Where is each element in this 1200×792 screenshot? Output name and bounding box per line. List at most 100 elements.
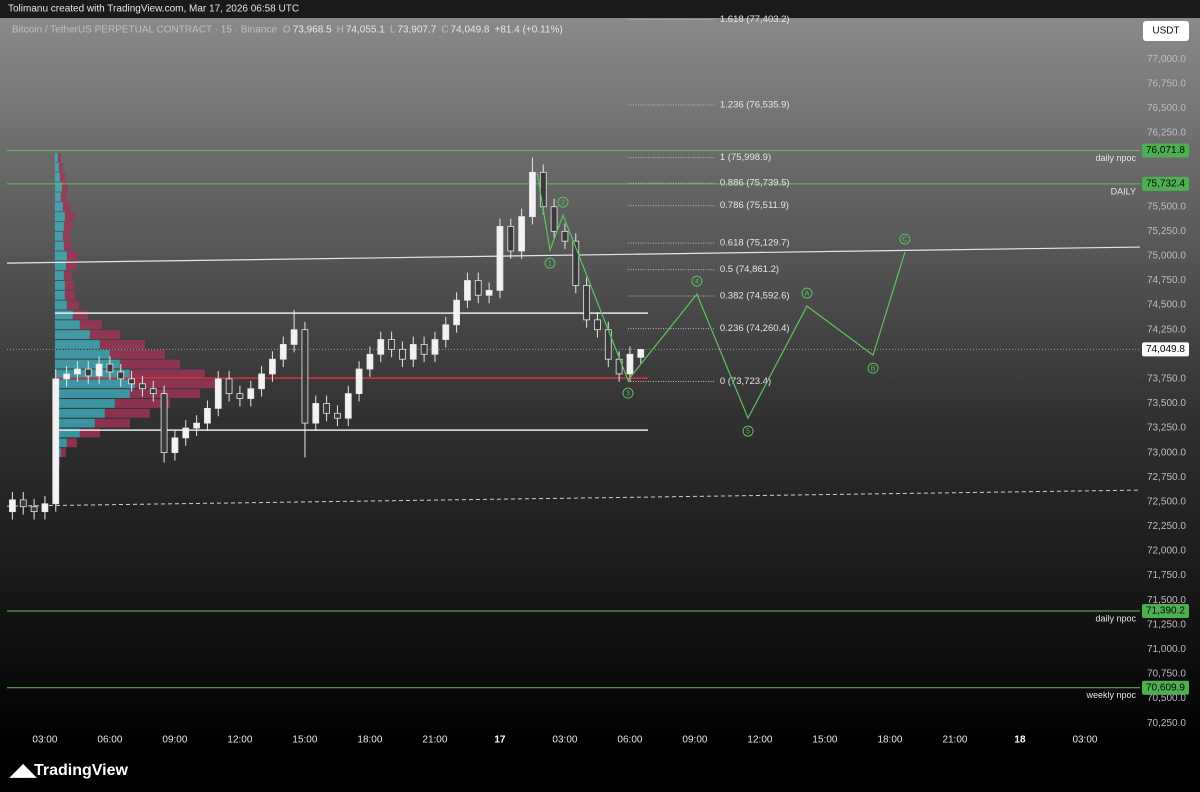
profile-sell — [109, 349, 165, 359]
y-tick-label: 75,500.0 — [1147, 201, 1186, 212]
candle-body — [269, 358, 276, 375]
brand-logo: ◢◣ — [9, 760, 37, 779]
profile-sell — [60, 448, 66, 458]
currency[interactable]: USDT — [1152, 26, 1179, 37]
price-tag — [1142, 603, 1189, 618]
y-tick-label: 75,000.0 — [1147, 251, 1186, 262]
candle-body — [420, 344, 428, 355]
profile-buy — [54, 340, 100, 349]
candle-body — [496, 226, 504, 291]
candle-body — [474, 280, 482, 296]
x-tick-label: 21:00 — [422, 735, 447, 746]
brand-name: TradingView — [34, 762, 129, 779]
profile-buy — [54, 271, 64, 281]
profile-buy — [54, 172, 60, 182]
x-tick-label: 15:00 — [292, 735, 317, 746]
profile-sell — [104, 408, 150, 418]
x-tick-label: 18:00 — [877, 735, 902, 746]
wave-label: 1 — [548, 260, 552, 267]
x-tick-label: 06:00 — [97, 735, 122, 746]
symbol: Bitcoin / TetherUS PERPETUAL CONTRACT · … — [12, 25, 277, 36]
current-price-label: 74,049.8 — [1146, 344, 1185, 355]
candle-body — [128, 378, 135, 385]
fib-label: 0.236 (74,260.4) — [720, 323, 790, 334]
ohlc-key: H — [337, 25, 344, 36]
candle-body — [74, 368, 81, 375]
brand: ◢◣ TradingView — [9, 760, 129, 779]
candle-body — [63, 373, 70, 380]
wave-label-ring — [899, 233, 911, 245]
profile-buy — [54, 399, 115, 408]
candle-body — [139, 383, 146, 390]
profile-buy — [54, 349, 110, 359]
y-tick-label: 71,500.0 — [1147, 595, 1186, 606]
profile-sell — [89, 330, 120, 340]
profile-buy — [54, 438, 67, 448]
candle-body — [518, 216, 525, 252]
candle-body — [323, 403, 330, 414]
x-tick-label: 17 — [494, 735, 506, 746]
profile-sell — [66, 300, 79, 310]
wave-label-ring — [622, 387, 634, 399]
profile-sell — [62, 202, 71, 212]
currency-button[interactable] — [1143, 21, 1189, 41]
profile-sell — [63, 221, 72, 231]
candle-body — [442, 324, 450, 340]
candle-body — [106, 363, 114, 373]
profile-buy — [54, 290, 65, 300]
profile-buy — [54, 369, 130, 379]
wave-label: B — [871, 366, 876, 373]
wave-label: 3 — [626, 390, 630, 397]
candle-body — [637, 348, 645, 358]
ohlc-value: 74,055.1 — [346, 25, 385, 36]
candle-body — [334, 412, 341, 419]
candle-body — [572, 240, 580, 286]
price-tag-label: 76,071.8 — [1146, 145, 1185, 156]
candle-body — [529, 171, 536, 217]
candle-body — [95, 363, 103, 377]
credit-bar — [0, 0, 1200, 18]
candle-body — [193, 422, 200, 429]
profile-buy — [54, 261, 66, 271]
profile-buy — [54, 202, 63, 212]
ohlc-key: O — [283, 25, 291, 36]
ohlc-value: 73,907.7 — [397, 25, 436, 36]
profile-sell — [79, 428, 100, 438]
candle-body — [171, 437, 179, 454]
wave-label-ring — [557, 196, 569, 208]
y-tick-label: 71,000.0 — [1147, 644, 1186, 655]
fib-label: 1.618 (77,403.2) — [720, 14, 790, 25]
y-tick-label: 70,500.0 — [1147, 693, 1186, 704]
candle-body — [355, 368, 363, 395]
candle-body — [236, 393, 244, 399]
fib-label: 0.786 (75,511.9) — [720, 200, 789, 211]
y-tick-label: 73,250.0 — [1147, 423, 1186, 434]
profile-sell — [72, 310, 88, 320]
level-note: DAILY — [1111, 186, 1136, 196]
x-tick-label: 03:00 — [1072, 735, 1097, 746]
price-tag-label: 70,609.9 — [1146, 682, 1185, 693]
candle-body — [344, 393, 352, 419]
profile-buy — [54, 153, 58, 162]
candle-body — [247, 388, 255, 399]
profile-buy — [54, 418, 95, 428]
y-tick-label: 75,250.0 — [1147, 226, 1186, 237]
wave-label-ring — [691, 275, 703, 287]
profile-sell — [58, 162, 63, 172]
wave-path — [536, 172, 906, 420]
y-tick-label: 72,250.0 — [1147, 521, 1186, 532]
wave-label: C — [902, 236, 907, 243]
candle-body — [594, 319, 601, 331]
profile-buy — [54, 192, 61, 202]
y-tick-label: 76,750.0 — [1147, 78, 1186, 89]
fib-label: 1 (75,998.9) — [720, 152, 771, 163]
credit: Tolimanu created with TradingView.com, M… — [8, 4, 299, 15]
x-tick-label: 03:00 — [32, 735, 57, 746]
profile-buy — [54, 251, 67, 261]
x-tick-label: 12:00 — [227, 735, 252, 746]
profile-buy — [54, 408, 105, 418]
profile-sell — [64, 290, 75, 300]
profile-sell — [57, 153, 61, 162]
wave-label-ring — [867, 362, 879, 374]
